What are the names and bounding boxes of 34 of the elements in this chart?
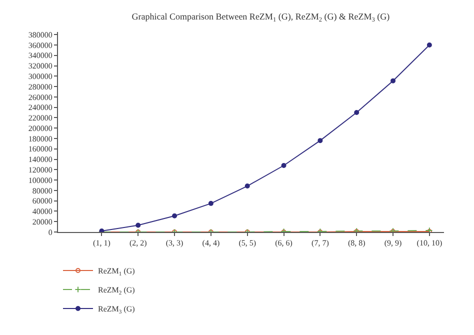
y-tick-label: 340000	[28, 51, 52, 60]
legend-label: ReZM$_{2}$ (G)	[98, 286, 136, 296]
x-tick-label: (7, 7)	[312, 238, 330, 248]
x-tick-label: (9, 9)	[384, 238, 402, 248]
y-tick-label: 160000	[28, 144, 52, 154]
y-tick-label: 120000	[28, 165, 52, 174]
x-tick-label: (2, 2)	[129, 238, 148, 248]
y-tick-label: 360000	[28, 40, 52, 50]
x-tick-label: (10, 10)	[416, 238, 442, 248]
y-tick-label: 80000	[32, 186, 52, 196]
y-tick-label: 300000	[28, 72, 52, 81]
x-tick-label: (6, 6)	[275, 238, 293, 248]
y-tick-label: 380000	[28, 30, 52, 40]
y-tick-label: 200000	[28, 124, 52, 133]
y-tick-label: 320000	[28, 62, 52, 71]
x-tick-label: (4, 4)	[202, 238, 220, 248]
y-tick-label: 180000	[28, 134, 52, 144]
y-tick-label: 20000	[32, 217, 52, 226]
y-tick-label: 140000	[28, 155, 52, 164]
x-tick-label: (8, 8)	[348, 238, 366, 248]
legend-label: ReZM$_{3}$ (G)	[98, 304, 136, 316]
y-tick-label: 40000	[32, 207, 52, 216]
x-tick-label: (3, 3)	[166, 238, 184, 248]
chart-title: Graphical Comparison Between ReZM$_{1}$ (G), ReZM$_{2}$ (G) & ReZM$_{3}$ (G)	[132, 12, 390, 24]
y-tick-label: 0	[48, 228, 52, 237]
y-tick-label: 260000	[28, 92, 52, 102]
y-tick-label: 60000	[32, 196, 52, 206]
legend-label: ReZM$_{1}$ (G)	[98, 266, 136, 278]
y-tick-label: 100000	[28, 176, 52, 185]
y-tick-label: 220000	[28, 114, 52, 123]
y-tick-label: 280000	[28, 82, 52, 92]
y-tick-label: 240000	[28, 103, 52, 112]
x-tick-label: (1, 1)	[93, 238, 111, 248]
x-tick-label: (5, 5)	[238, 238, 256, 248]
